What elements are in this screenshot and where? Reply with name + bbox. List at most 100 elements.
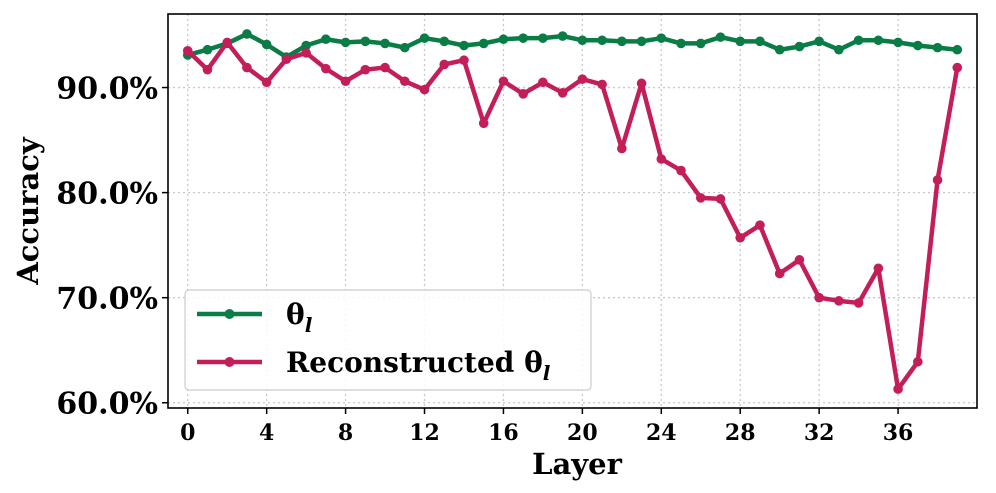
data-point: [419, 84, 430, 95]
x-tick-label: 0: [180, 420, 195, 446]
data-point: [498, 76, 509, 87]
data-point: [459, 55, 469, 66]
x-tick-label: 36: [883, 420, 914, 446]
legend-label: Reconstructed θl: [286, 346, 551, 385]
data-point: [321, 34, 331, 45]
data-point: [656, 33, 667, 43]
series-lines: [182, 29, 963, 394]
data-point: [577, 35, 588, 46]
data-point: [222, 37, 232, 48]
series-line: [185, 31, 960, 60]
legend-swatch-marker: [224, 357, 235, 367]
series-reconstructed-theta-l: [182, 37, 963, 394]
x-tick-label: 8: [338, 420, 353, 446]
x-tick-label: 16: [488, 420, 519, 446]
data-point: [735, 36, 746, 47]
data-point: [853, 35, 864, 46]
data-point: [873, 263, 884, 274]
data-point: [853, 298, 864, 308]
data-point: [597, 35, 607, 46]
data-point: [498, 34, 509, 45]
x-tick-label: 24: [646, 420, 677, 446]
data-point: [380, 62, 390, 73]
grid: [168, 14, 977, 408]
data-point: [261, 77, 272, 88]
data-point: [380, 38, 390, 49]
data-point: [340, 76, 351, 87]
data-point: [202, 44, 213, 55]
data-point: [557, 88, 568, 98]
data-point: [281, 54, 292, 64]
legend-entry: Reconstructed θl: [197, 346, 551, 385]
data-point: [695, 38, 706, 49]
data-point: [794, 255, 805, 265]
data-point: [774, 268, 785, 279]
data-point: [814, 36, 824, 47]
data-point: [360, 36, 371, 47]
data-point: [321, 63, 331, 74]
legend-swatch-marker: [224, 309, 235, 319]
x-tick-label: 12: [409, 420, 440, 446]
axis-ticks: 0 4 8 12 16 20 24 28 32 36 60.0% 70.0% 80.0% 90.0%: [56, 72, 913, 446]
data-point: [439, 36, 450, 47]
data-point: [301, 48, 311, 58]
data-point: [399, 42, 410, 53]
data-point: [617, 143, 627, 154]
data-point: [182, 45, 193, 56]
data-point: [518, 89, 528, 99]
y-tick-label: 80.0%: [56, 177, 158, 212]
data-point: [834, 44, 844, 55]
y-tick-label: 60.0%: [56, 387, 158, 422]
data-point: [557, 31, 568, 41]
data-point: [873, 35, 884, 46]
legend-box: [184, 289, 592, 391]
data-point: [399, 76, 410, 87]
data-point: [774, 44, 785, 55]
data-point: [478, 118, 489, 129]
data-point: [932, 42, 943, 53]
data-point: [952, 62, 963, 73]
data-point: [735, 232, 746, 243]
data-point: [419, 33, 430, 43]
legend-entry: θl: [197, 298, 313, 337]
data-point: [242, 29, 252, 39]
data-point: [834, 296, 844, 306]
legend: θl Reconstructed θl: [184, 289, 592, 391]
data-point: [676, 38, 686, 49]
data-point: [617, 36, 627, 47]
plot-frame: [167, 13, 978, 409]
data-point: [577, 74, 588, 84]
data-point: [439, 59, 450, 70]
data-point: [360, 64, 371, 75]
x-tick-label: 4: [259, 420, 274, 446]
data-point: [913, 356, 923, 367]
x-tick-label: 32: [804, 420, 835, 446]
data-point: [636, 36, 647, 47]
data-point: [715, 194, 726, 204]
x-tick-label: 20: [567, 420, 598, 446]
data-point: [242, 62, 252, 73]
y-tick-label: 90.0%: [56, 72, 158, 107]
data-point: [301, 40, 311, 51]
data-point: [952, 44, 963, 55]
data-point: [695, 193, 706, 203]
series-line: [185, 40, 960, 392]
y-tick-label: 70.0%: [56, 282, 158, 317]
data-point: [893, 384, 903, 394]
data-point: [261, 39, 272, 50]
data-point: [538, 77, 548, 88]
data-point: [893, 37, 903, 48]
data-point: [814, 292, 824, 303]
y-axis-title: Accuracy: [11, 136, 45, 286]
data-point: [518, 33, 528, 43]
data-point: [538, 33, 548, 43]
data-point: [656, 154, 667, 164]
data-point: [715, 32, 726, 42]
data-point: [340, 37, 351, 48]
data-point: [478, 38, 489, 49]
x-axis-title: Layer: [532, 447, 622, 481]
data-point: [755, 36, 765, 47]
data-point: [755, 220, 765, 230]
data-point: [794, 41, 805, 52]
